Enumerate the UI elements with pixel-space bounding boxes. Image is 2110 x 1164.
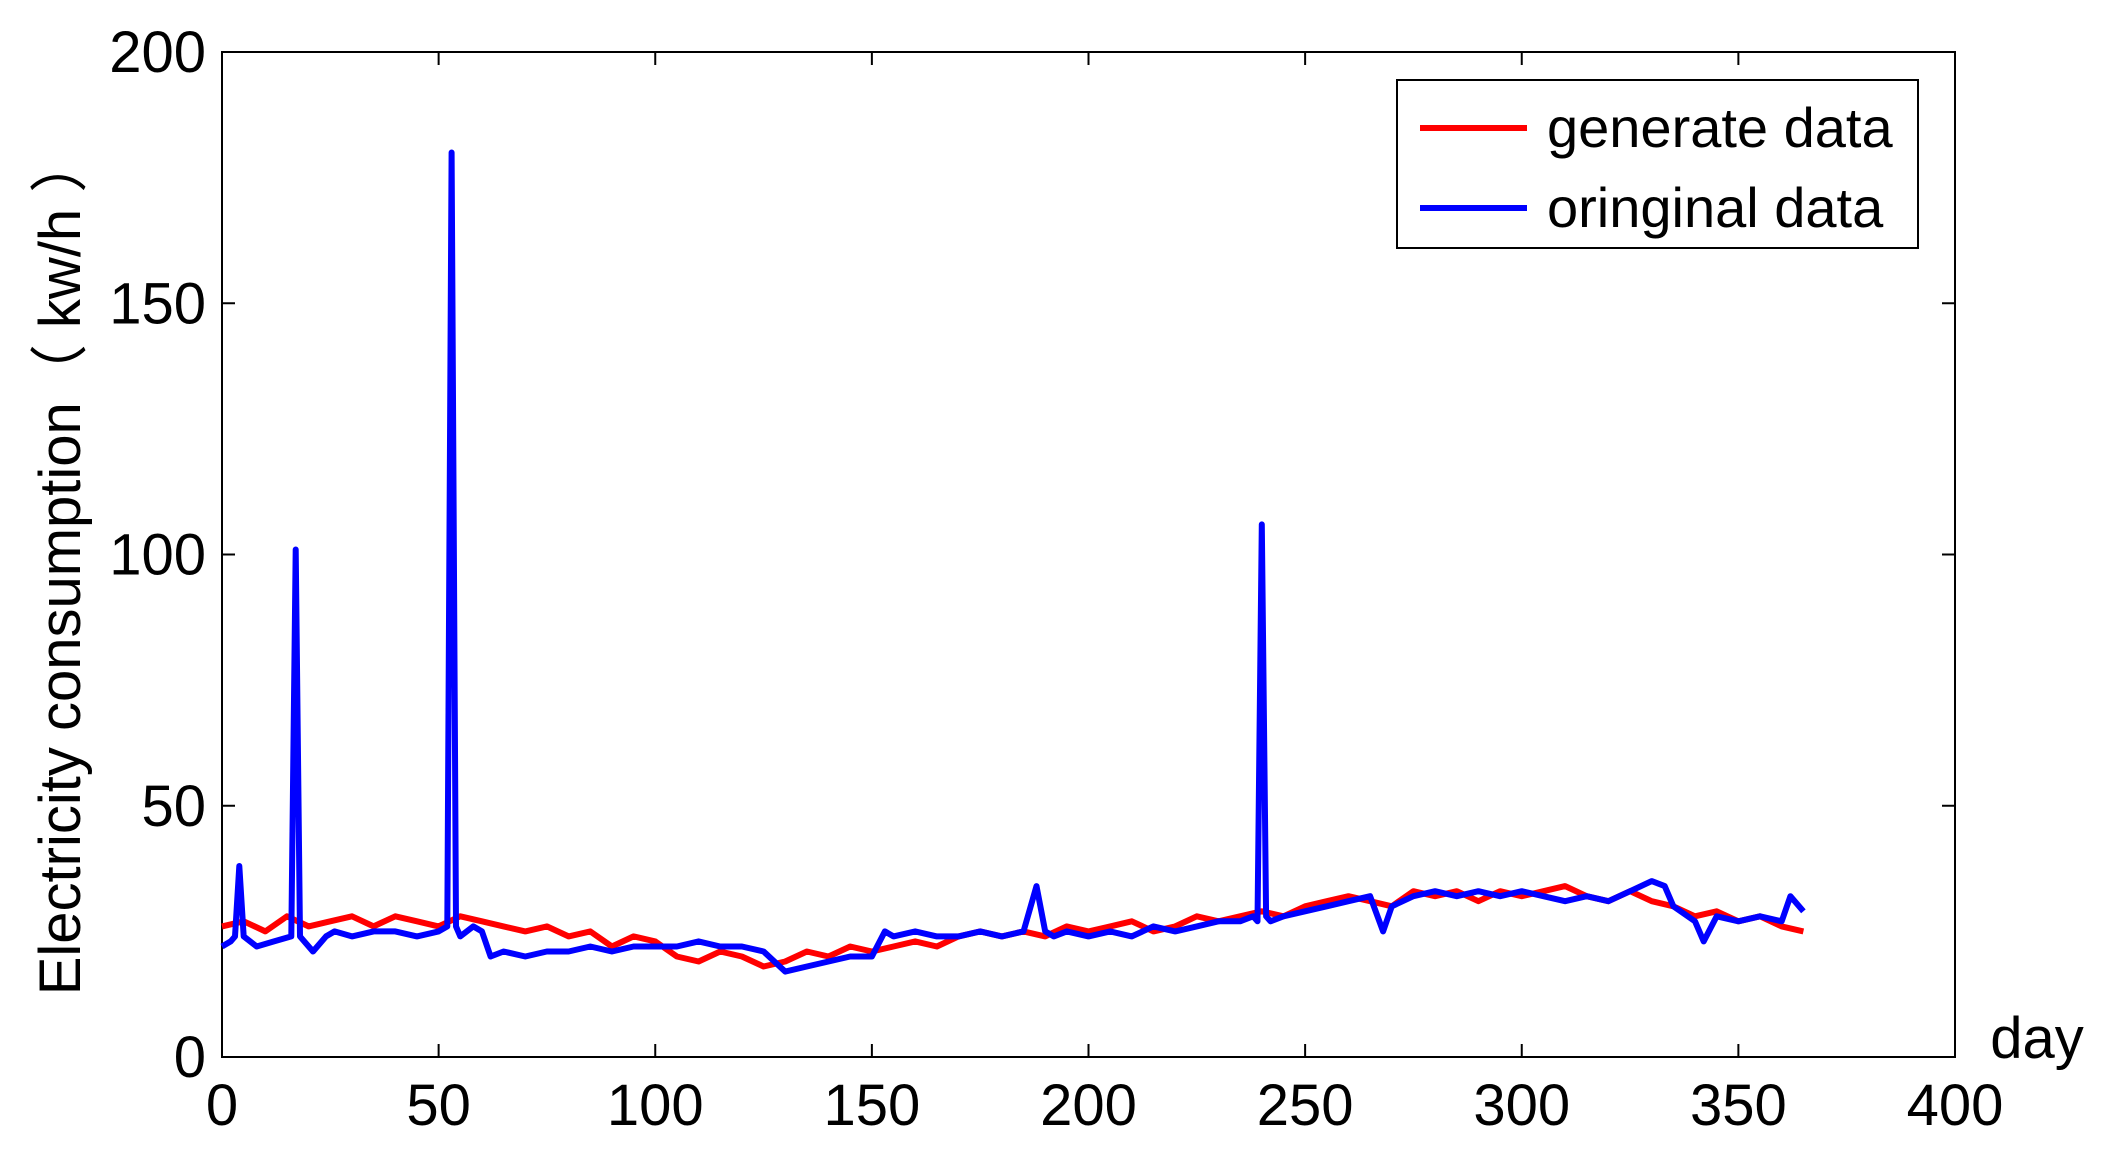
x-tick-label: 200 — [1040, 1073, 1137, 1138]
x-axis-label: day — [1990, 1006, 2084, 1071]
y-tick-label: 50 — [141, 774, 206, 839]
series-layer — [220, 149, 1806, 975]
x-tick-label: 50 — [406, 1073, 471, 1138]
y-axis-label: Electricity consumption（ kw/h ） — [28, 135, 93, 996]
x-tick-label: 250 — [1257, 1073, 1354, 1138]
legend-label: generate data — [1547, 96, 1893, 159]
x-tick-label: 100 — [607, 1073, 704, 1138]
y-tick-label: 100 — [109, 523, 206, 588]
axis-ticks: 0 50 100 150 200 250 300 350 400 0 50 100 150 200 — [109, 20, 2003, 1138]
legend-label: oringinal data — [1547, 176, 1884, 239]
y-tick-label: 200 — [109, 20, 206, 85]
x-tick-label: 400 — [1907, 1073, 2004, 1138]
x-tick-label: 300 — [1473, 1073, 1570, 1138]
series-line-original-data — [220, 149, 1806, 975]
y-tick-label: 150 — [109, 271, 206, 336]
legend-box — [1396, 79, 1919, 249]
x-tick-label: 150 — [823, 1073, 920, 1138]
y-tick-label: 0 — [174, 1025, 206, 1090]
x-tick-label: 350 — [1690, 1073, 1787, 1138]
legend: generate data oringinal data — [1396, 79, 1919, 249]
x-tick-label: 0 — [206, 1073, 238, 1138]
y-axis-label-group: Electricity consumption（ kw/h ） — [28, 135, 93, 996]
